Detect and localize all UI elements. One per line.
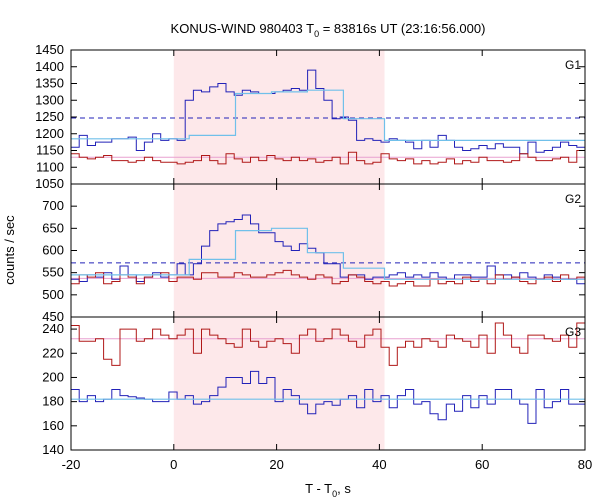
- panel-g3-label: G3: [565, 325, 581, 339]
- panel-g3-y-tick-label-1: 160: [42, 418, 64, 433]
- x-axis-label-rest: , s: [337, 481, 351, 496]
- panel-g3-y-tick-label-3: 200: [42, 369, 64, 384]
- panel-g3-y-tick-label-0: 140: [42, 442, 64, 457]
- x-tick-label-3: 40: [372, 457, 386, 472]
- panel-g2-y-tick-label-4: 650: [42, 220, 64, 235]
- panel-g2: 450 500 550 600 650 700 G2: [42, 183, 586, 324]
- x-tick-label-1: 0: [170, 457, 177, 472]
- panel-g2-y-tick-label-0: 450: [42, 309, 64, 324]
- plot-area: 105011001150120012501300135014001450G145…: [35, 42, 592, 472]
- y-axis-label: counts / sec: [2, 215, 17, 285]
- x-tick-label-2: 20: [269, 457, 283, 472]
- x-tick-label-0: -20: [62, 457, 81, 472]
- panel-g1-series-count_r-1: [71, 150, 585, 165]
- panel-g3-series-count_g-0: [71, 370, 585, 424]
- panel-g3-highlight-region: [173, 317, 385, 450]
- title-subscript: 0: [314, 29, 319, 39]
- panel-g3-y-tick-label-4: 220: [42, 345, 64, 360]
- x-axis-label-main: T - T: [305, 481, 332, 496]
- x-tick-label-5: 80: [578, 457, 592, 472]
- panel-g3-frame: [70, 316, 586, 451]
- panel-g3-y-tick-label-2: 180: [42, 394, 64, 409]
- panel-g2-label: G2: [565, 192, 581, 206]
- panel-g3-y-tick-label-5: 240: [42, 321, 64, 336]
- x-axis-label-subscript: 0: [332, 489, 337, 499]
- panel-g1-series-fit-2: [71, 89, 585, 141]
- panel-g2-y-tick-label-2: 550: [42, 265, 64, 280]
- chart-title: KONUS-WIND 980403 T0 = 83816s UT (23:16:…: [171, 21, 486, 39]
- panel-g1-y-tick-label-7: 1400: [35, 59, 64, 74]
- panel-g1-y-tick-label-1: 1100: [36, 159, 64, 174]
- panel-g1-label: G1: [565, 58, 581, 72]
- panel-g2-y-tick-label-1: 500: [42, 287, 64, 302]
- x-tick-label-4: 60: [475, 457, 489, 472]
- panel-g1-y-tick-label-8: 1450: [35, 42, 64, 57]
- panel-g1-y-tick-label-3: 1200: [35, 126, 64, 141]
- panel-g3: 140 160 180 200 220 240 G3: [42, 316, 586, 457]
- title-rest: = 83816s UT (23:16:56.000): [319, 21, 485, 36]
- panel-g2-y-tick-label-3: 600: [42, 243, 64, 258]
- panel-g1-y-tick-label-4: 1250: [35, 109, 64, 124]
- panel-g1-series-count_g-0: [71, 69, 585, 155]
- panel-g1-y-tick-label-0: 1050: [35, 176, 64, 191]
- title-main: KONUS-WIND 980403 T: [171, 21, 315, 36]
- x-axis-label: T - T0, s: [305, 481, 351, 499]
- panel-g1-highlight-region: [173, 50, 385, 184]
- panel-g2-y-tick-label-5: 700: [42, 198, 64, 213]
- panel-g3-series-count_r-1: [71, 322, 585, 366]
- panel-g1-y-tick-label-6: 1350: [35, 76, 64, 91]
- panel-g1-y-tick-label-5: 1300: [35, 92, 64, 107]
- panel-g2-series-fit-2: [71, 227, 585, 280]
- panel-g2-highlight-region: [173, 184, 385, 317]
- panel-g1-y-tick-label-2: 1150: [36, 143, 64, 158]
